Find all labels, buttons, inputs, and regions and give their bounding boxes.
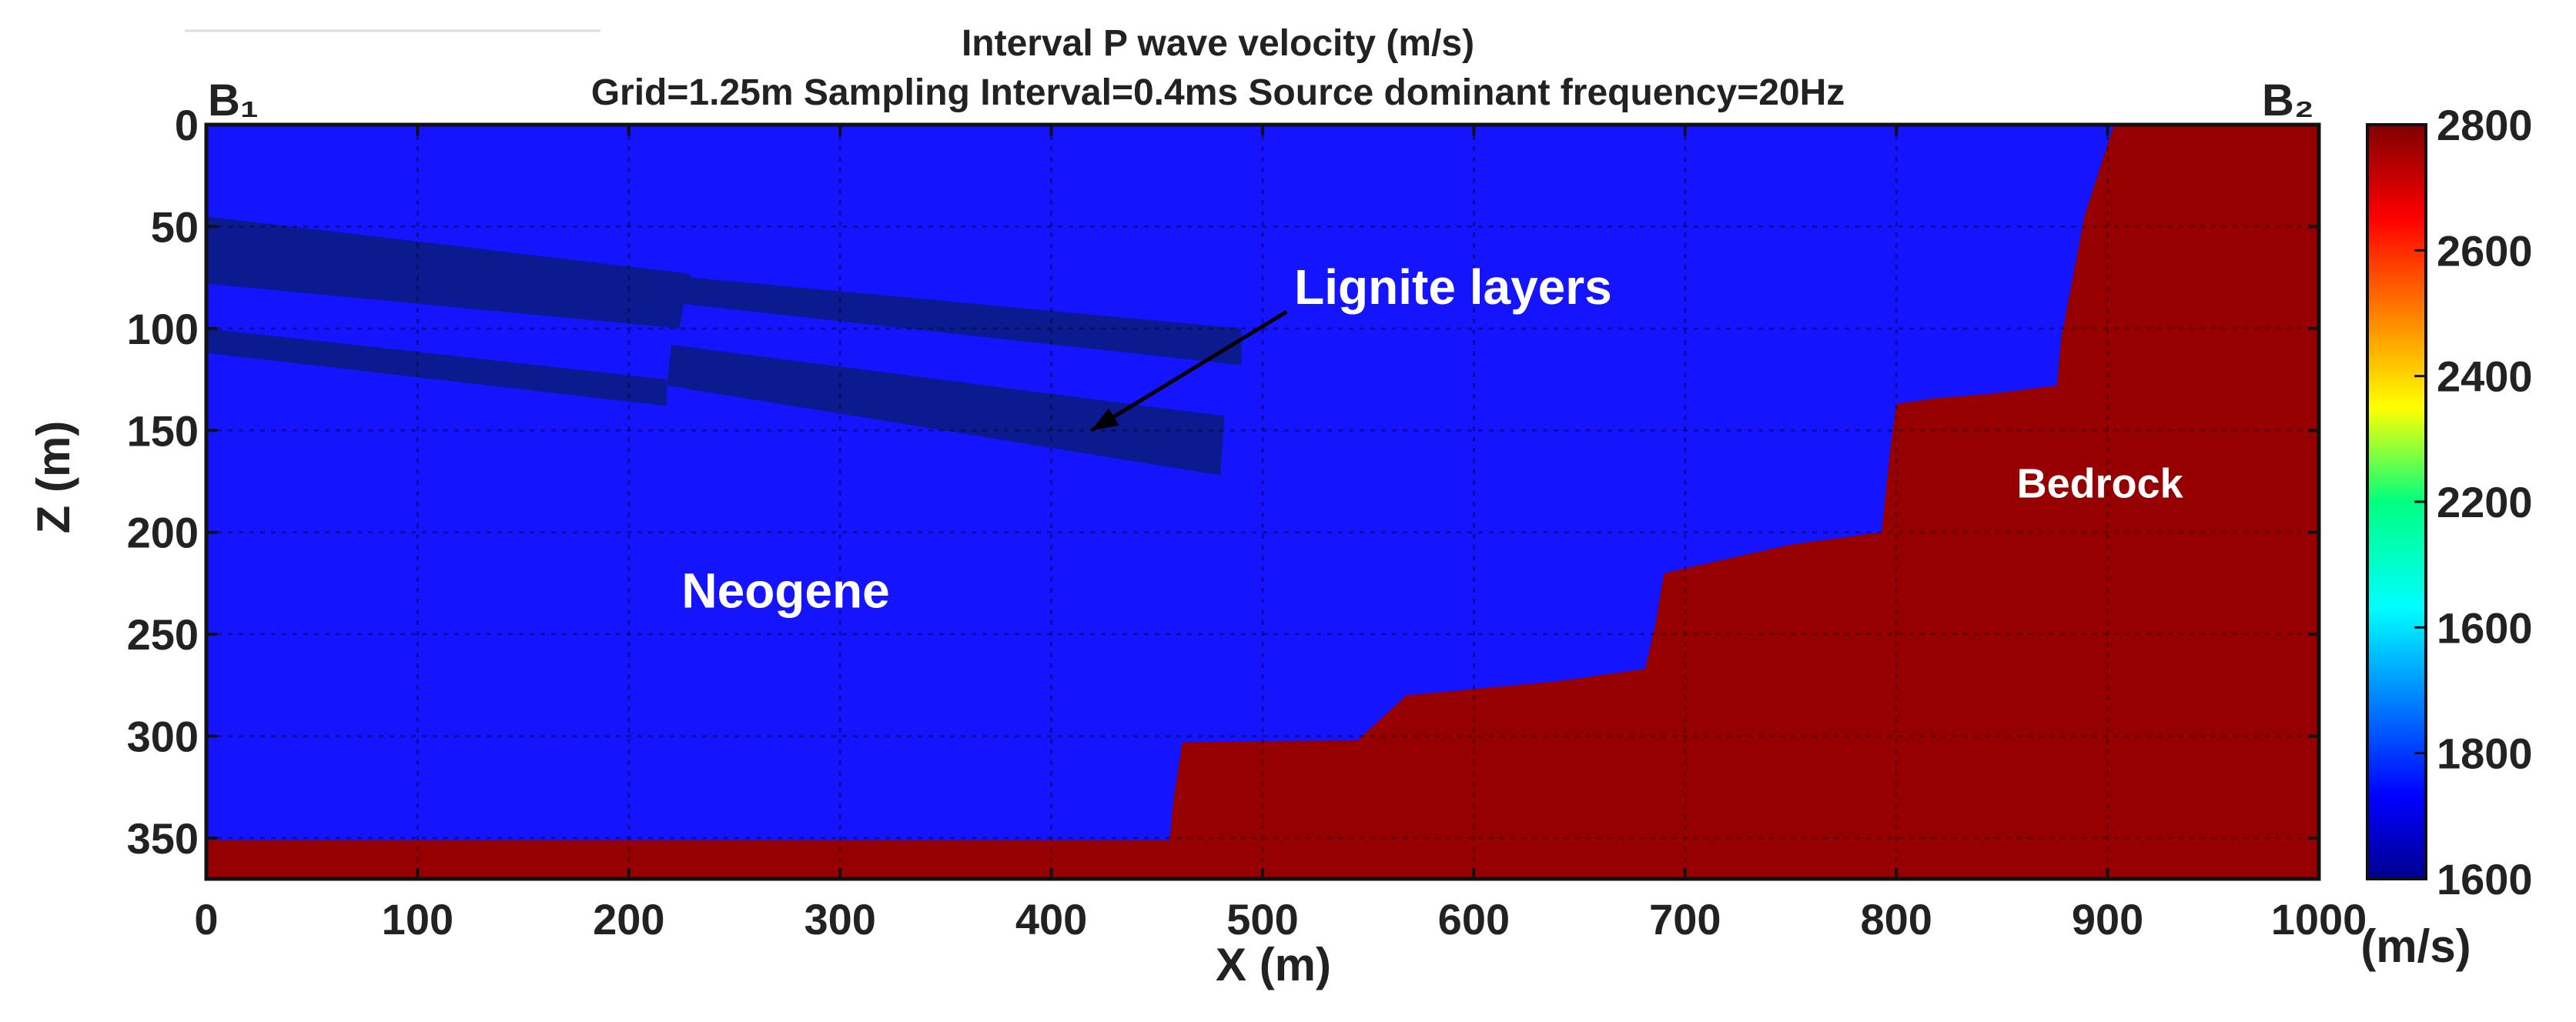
axis-ticks xyxy=(205,123,2320,879)
colorbar-tick-label: 1600 xyxy=(2437,603,2533,652)
bedrock-label: Bedrock xyxy=(2017,461,2184,507)
lignite-layers-label: Lignite layers xyxy=(1294,259,1612,315)
x-tick-labels: 0 100 200 300 400 500 600 700 800 900 1000 xyxy=(194,895,2367,944)
colorbar-tick-labels: 2800 2600 2400 2200 1600 1800 1600 xyxy=(2414,101,2533,903)
plot-area xyxy=(204,122,2321,881)
profile-start-label: B₁ xyxy=(208,75,259,125)
x-tick-label: 300 xyxy=(804,895,875,944)
lignite-layer-group xyxy=(206,216,1242,476)
y-tick-label: 350 xyxy=(127,814,199,863)
lignite-layer-3 xyxy=(667,345,1225,476)
y-tick-label: 250 xyxy=(127,610,199,659)
x-tick-label: 200 xyxy=(593,895,664,944)
chart-title: Interval P wave velocity (m/s) xyxy=(962,23,1474,64)
bedrock-region xyxy=(206,125,2319,879)
x-tick-label: 1000 xyxy=(2271,895,2367,944)
x-tick-label: 100 xyxy=(382,895,453,944)
lignite-arrow xyxy=(1090,309,1288,433)
x-axis-label: X (m) xyxy=(1216,939,1331,990)
x-tick-label: 900 xyxy=(2072,895,2143,944)
x-tick-label: 0 xyxy=(194,895,218,944)
colorbar-tick-label: 2600 xyxy=(2437,226,2533,275)
colorbar-tick-label: 1800 xyxy=(2437,730,2533,778)
lignite-layer-1 xyxy=(206,216,1242,366)
colorbar-tick-label: 2800 xyxy=(2437,101,2533,149)
y-tick-label: 50 xyxy=(151,202,199,251)
x-tick-label: 600 xyxy=(1438,895,1510,944)
y-tick-label: 0 xyxy=(175,101,199,149)
colorbar-unit: (m/s) xyxy=(2360,920,2471,972)
x-tick-label: 400 xyxy=(1015,895,1087,944)
profile-end-label: B₂ xyxy=(2262,75,2314,125)
x-tick-label: 800 xyxy=(1860,895,1932,944)
grid-lines xyxy=(206,125,2319,879)
y-tick-label: 100 xyxy=(127,305,199,353)
lignite-layer-2 xyxy=(206,328,667,406)
y-tick-label: 150 xyxy=(127,406,199,455)
lignite-arrow-head xyxy=(1091,408,1119,431)
x-tick-label: 500 xyxy=(1226,895,1298,944)
chart-subtitle: Grid=1.25m Sampling Interval=0.4ms Sourc… xyxy=(591,72,1845,113)
y-tick-labels: 0 50 100 150 200 250 300 350 xyxy=(127,101,199,863)
neogene-label: Neogene xyxy=(681,563,889,619)
colorbar-tick-label: 1600 xyxy=(2437,855,2533,903)
colorbar-tick-label: 2200 xyxy=(2437,478,2533,526)
y-tick-label: 300 xyxy=(127,713,199,761)
y-axis-label: Z (m) xyxy=(28,421,79,534)
annotations: Lignite layers Neogene Bedrock xyxy=(681,259,2183,619)
x-tick-label: 700 xyxy=(1649,895,1721,944)
y-tick-label: 200 xyxy=(127,509,199,557)
colorbar-tick-label: 2400 xyxy=(2437,352,2533,401)
